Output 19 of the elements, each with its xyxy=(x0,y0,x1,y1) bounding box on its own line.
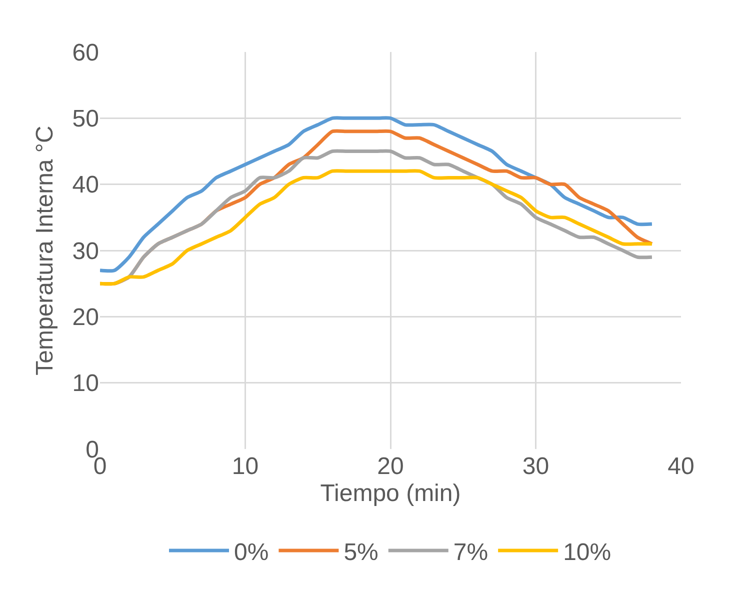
y-tick-label: 60 xyxy=(72,39,99,66)
y-tick-label: 10 xyxy=(72,370,99,398)
legend-label: 5% xyxy=(344,538,378,566)
y-axis-title: Temperatura Interna °C xyxy=(31,126,58,376)
line-series xyxy=(112,149,654,286)
y-tick-label: 30 xyxy=(72,238,99,265)
legend-label: 7% xyxy=(453,538,488,566)
x-tick-label: 20 xyxy=(377,453,404,480)
line-series xyxy=(100,116,654,273)
line-series xyxy=(100,169,654,286)
x-tick-label: 30 xyxy=(522,453,550,480)
y-tick-label: 40 xyxy=(72,172,99,199)
x-tick-label: 10 xyxy=(232,453,259,480)
y-tick-label: 20 xyxy=(72,304,99,332)
y-tick-label: 50 xyxy=(72,106,99,133)
x-tick-label: 40 xyxy=(668,453,694,480)
legend-label: 10% xyxy=(563,538,612,566)
x-axis-title: Tiempo (min) xyxy=(320,480,461,507)
legend-label: 0% xyxy=(234,538,269,566)
